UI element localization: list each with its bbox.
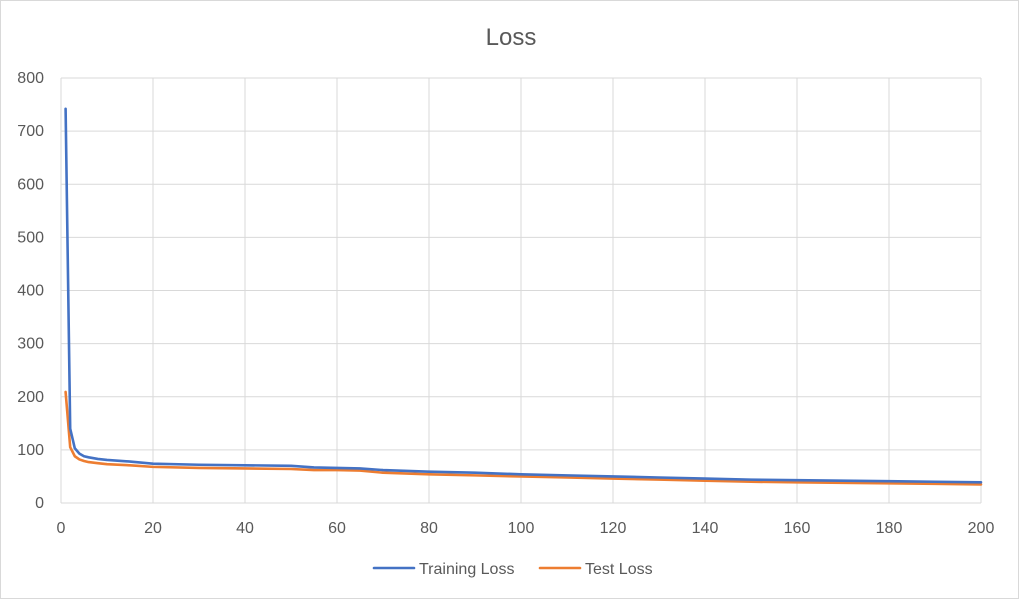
series-line-training-loss xyxy=(64,107,983,484)
series-line-test-loss xyxy=(64,390,983,486)
y-tick-label: 300 xyxy=(17,336,44,353)
x-tick-label: 120 xyxy=(600,520,627,537)
x-tick-label: 0 xyxy=(57,520,66,537)
legend: Training Loss Test Loss xyxy=(372,561,653,578)
y-tick-label: 400 xyxy=(17,283,44,300)
legend-label: Test Loss xyxy=(585,561,653,578)
series-lines xyxy=(64,107,983,486)
x-tick-label: 20 xyxy=(144,520,162,537)
gridlines xyxy=(61,77,982,503)
x-tick-label: 180 xyxy=(876,520,903,537)
x-tick-label: 200 xyxy=(968,520,995,537)
x-tick-label: 60 xyxy=(328,520,346,537)
x-tick-label: 100 xyxy=(508,520,535,537)
y-tick-label: 600 xyxy=(17,176,44,193)
chart-title: Loss xyxy=(486,24,537,51)
x-tick-label: 80 xyxy=(420,520,438,537)
y-tick-label: 100 xyxy=(17,442,44,459)
y-tick-label: 200 xyxy=(17,389,44,406)
x-tick-label: 160 xyxy=(784,520,811,537)
y-tick-label: 800 xyxy=(17,70,44,87)
y-tick-label: 700 xyxy=(17,123,44,140)
legend-label: Training Loss xyxy=(419,561,514,578)
y-tick-label: 500 xyxy=(17,229,44,246)
x-tick-label: 40 xyxy=(236,520,254,537)
axes: 0 100 200 300 400 500 600 700 800 0 20 40 60 80 100 120… xyxy=(17,70,994,537)
x-tick-label: 140 xyxy=(692,520,719,537)
y-tick-label: 0 xyxy=(35,495,44,512)
